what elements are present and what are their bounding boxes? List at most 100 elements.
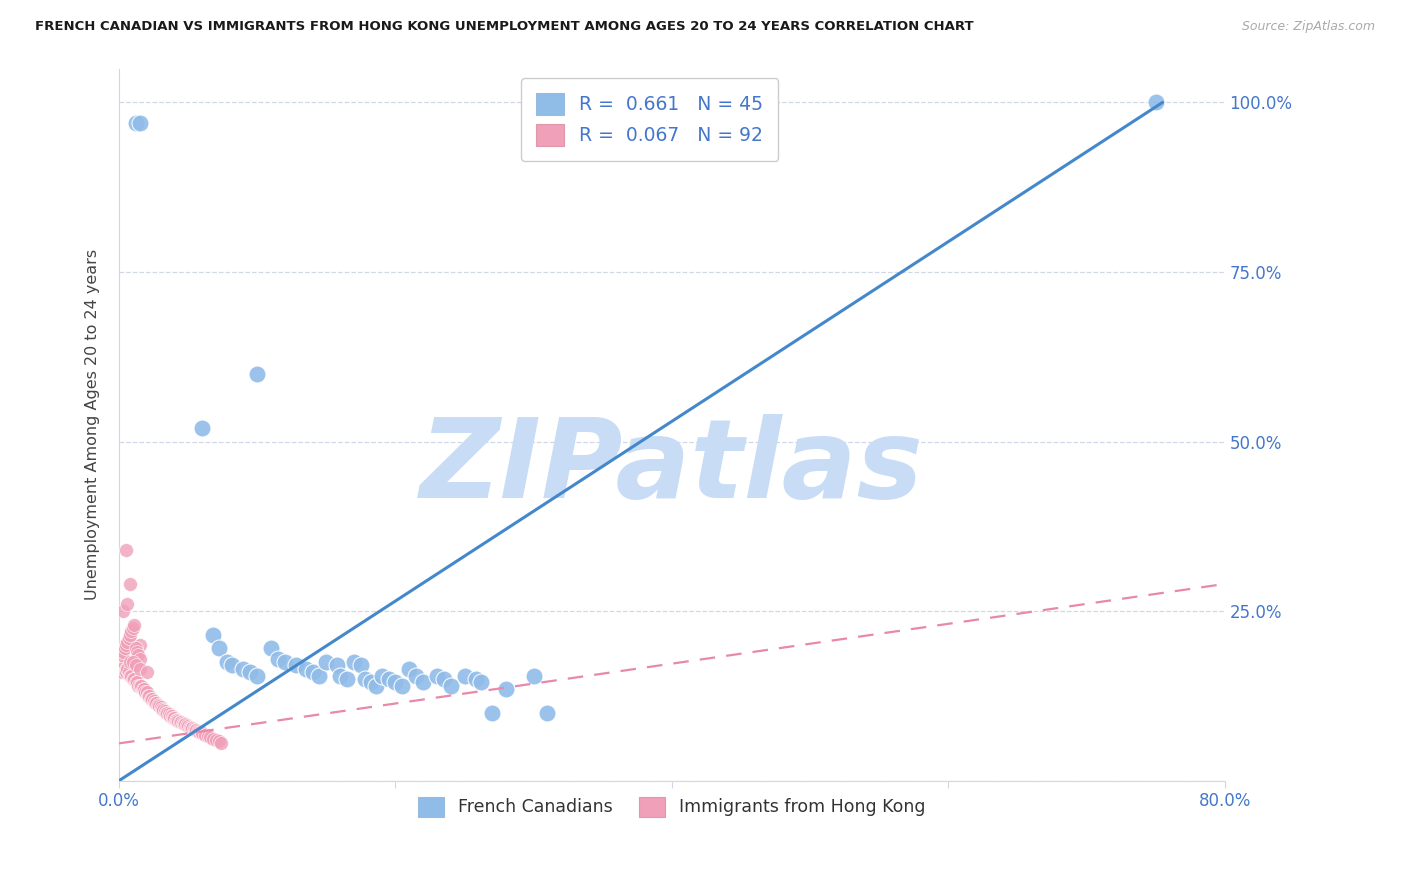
Point [391, 679, 413, 693]
Point [122, 638, 145, 652]
Point [470, 675, 492, 690]
Point [186, 723, 208, 738]
Point [173, 716, 195, 731]
Point [117, 634, 139, 648]
Point [145, 696, 167, 710]
Point [190, 725, 212, 739]
Point [114, 658, 136, 673]
Point [284, 658, 307, 673]
Point [155, 706, 177, 720]
Point [157, 707, 180, 722]
Point [148, 699, 170, 714]
Point [239, 665, 262, 680]
Point [523, 668, 546, 682]
Point [120, 577, 142, 591]
Point [120, 668, 142, 682]
Point [191, 726, 214, 740]
Point [124, 675, 146, 690]
Point [128, 651, 150, 665]
Point [122, 672, 145, 686]
Point [260, 641, 283, 656]
Point [440, 679, 463, 693]
Point [170, 715, 193, 730]
Point [207, 734, 229, 748]
Point [141, 692, 163, 706]
Point [536, 706, 558, 720]
Point [128, 116, 150, 130]
Point [426, 668, 449, 682]
Point [149, 700, 172, 714]
Point [121, 624, 143, 639]
Point [159, 708, 181, 723]
Point [202, 731, 225, 746]
Point [131, 682, 153, 697]
Point [150, 702, 173, 716]
Point [329, 668, 352, 682]
Point [152, 703, 174, 717]
Point [122, 621, 145, 635]
Point [111, 648, 134, 663]
Point [115, 543, 138, 558]
Point [360, 675, 382, 690]
Point [120, 655, 142, 669]
Point [112, 662, 135, 676]
Point [122, 672, 145, 686]
Point [128, 638, 150, 652]
Point [1144, 95, 1167, 110]
Point [118, 631, 141, 645]
Point [122, 617, 145, 632]
Point [183, 722, 205, 736]
Point [308, 668, 330, 682]
Point [177, 719, 200, 733]
Point [209, 736, 232, 750]
Point [146, 698, 169, 712]
Point [122, 655, 145, 669]
Point [180, 721, 202, 735]
Point [128, 662, 150, 676]
Point [125, 675, 148, 690]
Point [326, 658, 349, 673]
Point [163, 711, 186, 725]
Point [187, 724, 209, 739]
Point [118, 665, 141, 680]
Point [142, 693, 165, 707]
Point [115, 662, 138, 676]
Point [221, 658, 243, 673]
Point [495, 682, 517, 697]
Point [153, 705, 176, 719]
Point [354, 672, 377, 686]
Point [370, 668, 392, 682]
Point [132, 682, 155, 697]
Point [200, 731, 222, 745]
Point [128, 679, 150, 693]
Point [197, 729, 219, 743]
Point [453, 668, 475, 682]
Point [215, 655, 238, 669]
Point [166, 713, 188, 727]
Point [179, 720, 201, 734]
Point [174, 717, 197, 731]
Point [120, 628, 142, 642]
Point [127, 679, 149, 693]
Point [350, 658, 373, 673]
Point [124, 658, 146, 673]
Point [433, 672, 456, 686]
Point [124, 641, 146, 656]
Y-axis label: Unemployment Among Ages 20 to 24 years: Unemployment Among Ages 20 to 24 years [86, 249, 100, 600]
Text: ZIPatlas: ZIPatlas [420, 414, 924, 521]
Point [125, 645, 148, 659]
Point [191, 421, 214, 435]
Point [315, 655, 337, 669]
Point [194, 727, 217, 741]
Point [111, 665, 134, 680]
Point [343, 655, 366, 669]
Point [115, 638, 138, 652]
Point [135, 685, 157, 699]
Point [114, 641, 136, 656]
Point [112, 645, 135, 659]
Point [184, 723, 207, 737]
Point [124, 116, 146, 130]
Point [481, 706, 503, 720]
Point [207, 641, 229, 656]
Point [138, 689, 160, 703]
